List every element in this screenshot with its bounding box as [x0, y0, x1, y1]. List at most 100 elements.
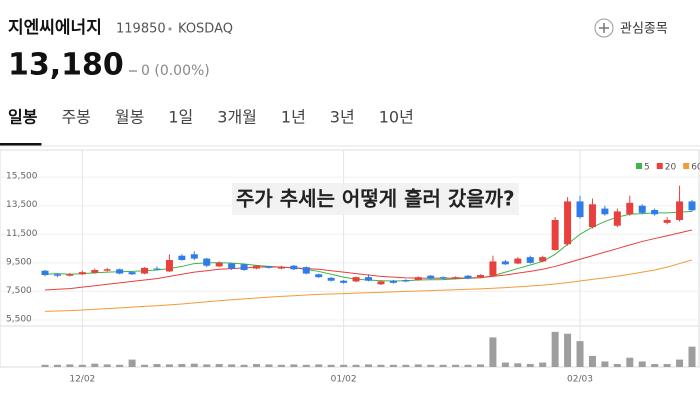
y-tick-label: 11,500	[6, 229, 38, 239]
candle-body	[613, 211, 621, 226]
volume-bar	[178, 364, 186, 367]
candle-body	[352, 277, 360, 282]
plus-circle	[594, 18, 614, 38]
tab[interactable]: 10년	[379, 108, 414, 127]
separator	[168, 27, 172, 31]
candle-body	[178, 255, 186, 260]
candle-body	[315, 274, 323, 278]
candle-body	[190, 254, 198, 259]
volume-bar	[41, 364, 49, 367]
candle-body	[153, 268, 161, 270]
y-tick-label: 15,500	[6, 172, 38, 182]
price: 13,180	[8, 48, 124, 83]
volume-bar	[277, 364, 285, 367]
candle-body	[103, 269, 111, 271]
tab[interactable]: 1년	[281, 108, 306, 127]
y-tick-label: 5,500	[6, 315, 32, 325]
volume-bar	[116, 364, 124, 367]
market: KOSDAQ	[178, 22, 233, 37]
volume-bar	[290, 364, 298, 367]
legend-swatch	[636, 163, 642, 169]
volume-bar	[526, 364, 534, 367]
price-change: 0 (0.00%)	[141, 63, 210, 79]
candle-body	[116, 269, 124, 274]
legend-label: 5	[644, 163, 650, 173]
tab-bar: 일봉 주봉 월봉 1일 3개월 1년 3년 10년	[0, 108, 414, 146]
candle-body	[676, 201, 684, 220]
annotation: 주가 추세는 어떻게 흘러 갔을까?	[236, 187, 515, 211]
candle-body	[414, 277, 422, 280]
volume-bar	[439, 364, 447, 367]
x-tick-label: 01/02	[331, 375, 357, 385]
volume-bar	[327, 364, 335, 367]
volume-bar	[365, 364, 372, 367]
legend-swatch	[656, 163, 663, 169]
volume-bar	[253, 364, 261, 367]
candle-body	[452, 277, 460, 279]
volume-bar	[476, 364, 484, 367]
tab-underline	[0, 143, 42, 146]
tab[interactable]: 1일	[168, 108, 193, 127]
candle-body	[240, 264, 248, 270]
volume-bar	[564, 333, 572, 367]
tab[interactable]: 3년	[330, 108, 355, 127]
candle-body	[427, 275, 435, 279]
volume-bar	[153, 364, 161, 367]
candle-body	[215, 262, 223, 267]
volume-bar	[389, 364, 397, 367]
volume-bar	[340, 364, 348, 367]
candle-body	[501, 261, 509, 265]
candle-body	[203, 258, 211, 266]
candle-body	[651, 210, 659, 215]
volume-bar	[141, 364, 149, 367]
candle-body	[253, 265, 261, 269]
volume-bar	[190, 363, 198, 367]
y-tick-label: 9,500	[6, 257, 32, 267]
x-tick-label: 02/03	[567, 375, 593, 385]
volume-bar	[613, 364, 621, 367]
candle-body	[327, 277, 335, 281]
candle-body	[53, 274, 61, 276]
watch-button[interactable]: 관심종목	[594, 18, 668, 38]
volume-bar	[215, 364, 223, 367]
volume-bar	[626, 357, 634, 367]
volume-bar	[103, 364, 111, 367]
candle-body	[365, 277, 372, 281]
candle-body	[688, 201, 696, 211]
volume-bar	[464, 364, 472, 367]
tab[interactable]: 일봉	[8, 108, 38, 127]
candle-body	[564, 201, 572, 245]
volume-bar	[265, 364, 273, 367]
volume-bar	[501, 362, 509, 367]
candle-body	[439, 277, 447, 279]
volume-bar	[228, 364, 236, 367]
volume-bar	[551, 331, 559, 367]
volume-bar	[414, 364, 422, 367]
candle-body	[228, 263, 236, 269]
candle-body	[340, 280, 348, 283]
candle-body	[265, 266, 273, 268]
candle-body	[402, 280, 410, 282]
tab[interactable]: 월봉	[115, 108, 144, 127]
tab[interactable]: 주봉	[61, 108, 90, 127]
volume-bar	[352, 364, 360, 367]
candle-body	[128, 272, 136, 275]
candle-body	[78, 272, 86, 275]
legend-swatch	[683, 163, 690, 169]
tab[interactable]: 3개월	[217, 108, 257, 127]
volume-bar	[576, 341, 584, 367]
candle-body	[526, 257, 534, 263]
volume-bar	[638, 361, 646, 367]
candle-body	[514, 258, 522, 264]
volume-bar	[601, 361, 609, 367]
y-tick-label: 13,500	[6, 200, 38, 210]
candle-body	[464, 275, 472, 279]
volume-bar	[514, 363, 522, 367]
volume-bar	[91, 363, 99, 367]
volume-bar	[203, 364, 211, 367]
legend-label: 20	[665, 163, 677, 173]
y-tick-label: 7,500	[6, 286, 32, 296]
candle-body	[377, 281, 385, 285]
